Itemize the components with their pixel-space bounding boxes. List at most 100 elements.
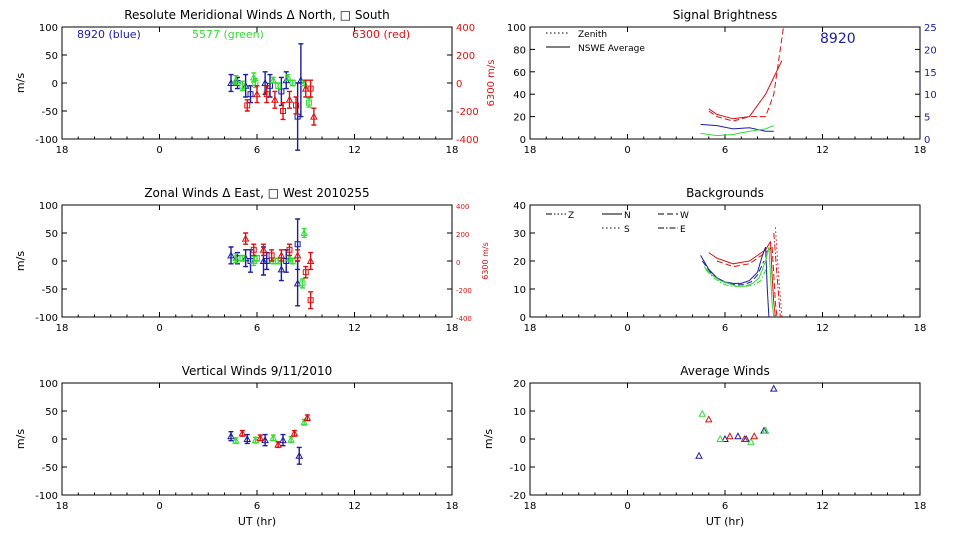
data-point-red-triangle — [310, 112, 318, 120]
plot-frame — [61, 26, 453, 140]
chart-title: Vertical Winds 9/11/2010 — [182, 364, 333, 378]
plot-frame — [61, 382, 453, 496]
chart-title: Average Winds — [680, 364, 770, 378]
x-tick-label: 18 — [56, 145, 69, 156]
series-line-green — [703, 246, 770, 287]
data-point-red-triangle — [726, 432, 734, 440]
data-point-green-triangle — [300, 418, 308, 426]
data-point-blue-triangle — [241, 81, 250, 89]
data-point-blue-triangle — [227, 251, 235, 259]
chart-title: Zonal Winds Δ East, □ West 2010255 — [144, 186, 369, 200]
y-tick-label: 10 — [513, 407, 526, 418]
y-tick-label: 0 — [52, 257, 58, 268]
y2-tick-label: 10 — [924, 90, 937, 101]
data-point-red-triangle — [271, 95, 279, 103]
y-tick-label: 0 — [520, 135, 526, 146]
error-bar — [244, 99, 250, 112]
data-point-red-triangle — [259, 245, 268, 253]
data-point-blue-triangle — [293, 279, 302, 287]
error-bar — [293, 96, 299, 115]
error-bar — [308, 291, 314, 310]
data-point-red-triangle — [274, 440, 282, 448]
data-point-red-triangle — [704, 415, 713, 423]
error-bar — [308, 79, 314, 98]
series-label-green: 5577 (green) — [192, 28, 264, 41]
data-point-green-triangle — [269, 76, 278, 84]
panel-meridional: Resolute Meridional Winds Δ North, □ Sou… — [14, 8, 497, 156]
y-tick-label: 20 — [513, 113, 526, 124]
error-bar — [278, 76, 284, 107]
data-point-green-triangle — [251, 436, 260, 444]
series-label-red: 6300 (red) — [352, 28, 410, 41]
error-bar — [303, 265, 309, 279]
data-point-red-triangle — [256, 433, 265, 441]
error-bar — [254, 85, 260, 104]
y-tick-label: 50 — [45, 229, 58, 240]
data-point-red-square — [286, 246, 293, 253]
y-tick-label: 0 — [520, 313, 526, 324]
data-point-blue-square — [247, 91, 254, 98]
data-point-red-triangle — [303, 413, 312, 421]
data-point-red-triangle — [740, 434, 749, 442]
y-tick-label: 60 — [513, 68, 526, 79]
error-bar — [228, 73, 234, 93]
error-bar — [296, 446, 302, 465]
y2-tick-label: -200 — [456, 107, 479, 118]
y2-tick-label: 0 — [456, 79, 462, 90]
data-point-red-triangle — [241, 234, 250, 242]
data-point-blue-triangle — [279, 436, 287, 444]
data-point-red-square — [263, 91, 270, 98]
x-tick-label: 18 — [56, 323, 69, 334]
series-line-blue — [700, 246, 767, 284]
data-point-red-triangle — [285, 95, 294, 103]
series-line-red — [771, 246, 779, 318]
data-point-red-triangle — [306, 256, 315, 264]
error-bar — [298, 43, 304, 118]
series-line-red — [770, 241, 776, 318]
data-point-green-square — [254, 255, 260, 262]
x-tick-label: 18 — [524, 501, 537, 512]
error-bar — [287, 90, 292, 109]
legend-label: S — [624, 225, 630, 235]
series-line-red — [708, 26, 784, 122]
data-point-red-triangle — [253, 90, 261, 98]
series-line-red — [716, 246, 773, 268]
chart-title: Signal Brightness — [673, 8, 778, 22]
data-point-red-triangle — [750, 432, 759, 440]
data-point-blue-triangle — [243, 434, 252, 442]
y2-tick-label: 400 — [456, 23, 475, 34]
y-tick-label: -100 — [35, 313, 58, 324]
series-line-red — [708, 60, 783, 120]
chart-title: Resolute Meridional Winds Δ North, □ Sou… — [124, 8, 390, 22]
y-tick-label: 100 — [39, 201, 58, 212]
data-point-green-square — [299, 280, 306, 287]
x-tick-label: 0 — [156, 323, 162, 334]
y2-tick-label: 15 — [924, 68, 937, 79]
x-tick-label: 12 — [816, 145, 829, 156]
error-bar — [308, 251, 314, 271]
data-point-green-triangle — [232, 436, 240, 444]
data-point-red-square — [268, 252, 275, 259]
data-point-red-triangle — [277, 251, 286, 259]
y-tick-label: -10 — [510, 463, 526, 474]
x-tick-label: 0 — [156, 145, 162, 156]
x-tick-label: 12 — [348, 501, 361, 512]
error-bar — [280, 101, 286, 121]
data-point-green-triangle — [747, 437, 755, 445]
legend-label: N — [624, 211, 631, 221]
x-tick-label: 0 — [156, 501, 162, 512]
y2-tick-label: 200 — [456, 51, 475, 62]
x-tick-label: 18 — [914, 501, 927, 512]
x-tick-label: 6 — [722, 145, 728, 156]
y2-tick-label: 400 — [456, 203, 469, 211]
data-point-green-triangle — [300, 228, 308, 236]
y-tick-label: 20 — [513, 257, 526, 268]
data-point-red-square — [293, 102, 299, 109]
y-tick-label: 10 — [513, 285, 526, 296]
data-point-green-triangle — [287, 435, 295, 443]
data-point-blue-triangle — [261, 436, 269, 444]
data-point-green-square — [275, 82, 282, 89]
y2-tick-label: -400 — [456, 135, 479, 146]
